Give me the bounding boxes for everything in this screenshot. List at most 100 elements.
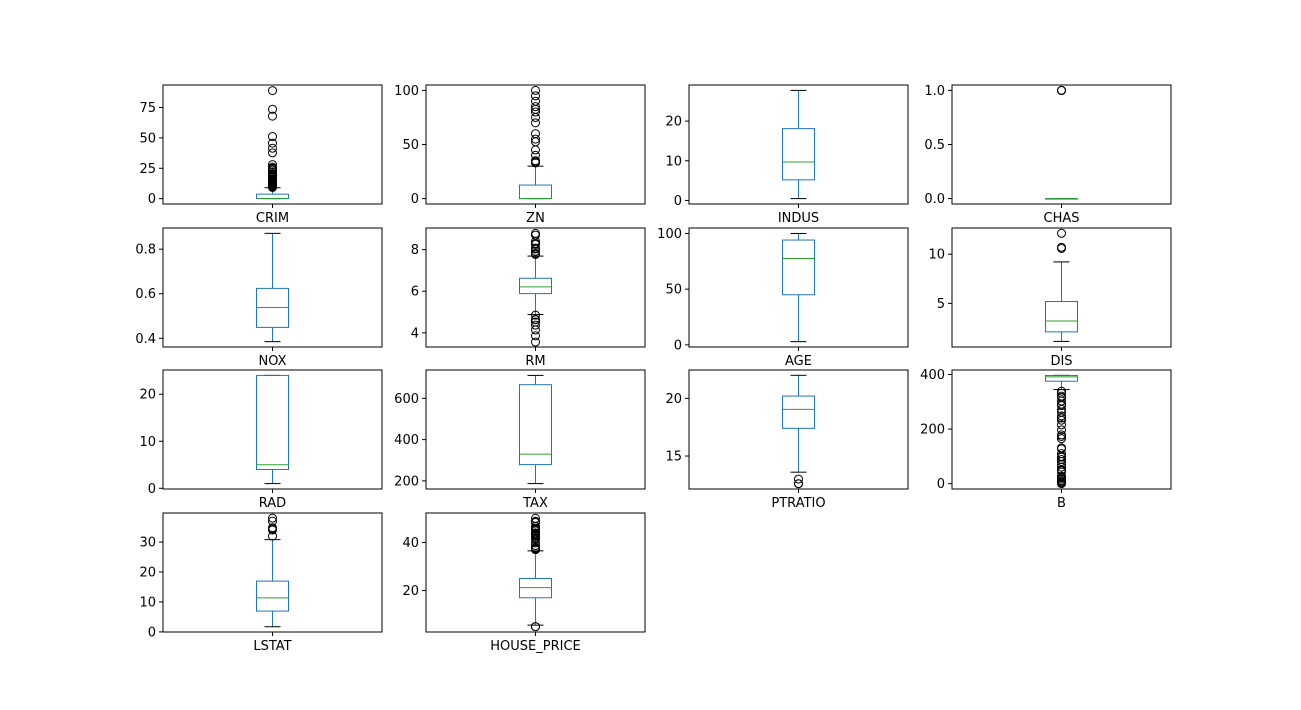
x-tick-label: AGE [785,354,812,369]
outlier-point [268,111,277,121]
outlier-point [268,513,277,523]
y-tick-label: 20 [139,388,156,403]
y-tick-label: 10 [139,595,156,610]
outlier-point [268,104,277,114]
outlier-point [1057,413,1066,423]
outlier-point [531,541,540,551]
y-tick-label: 20 [402,584,419,599]
subplot-rad: 0 10 20 RAD [139,369,383,511]
y-tick-label: 0 [148,625,156,640]
x-tick-label: CRIM [256,211,289,226]
y-tick-label: 10 [665,154,682,169]
iqr-box [1045,375,1078,382]
y-tick-label: 100 [394,84,419,99]
outlier-point [531,243,540,253]
iqr-box [782,128,815,181]
outlier-point [531,513,540,523]
x-tick-label: HOUSE_PRICE [490,639,581,654]
outlier-point [1057,386,1066,396]
outlier-point [531,622,540,632]
outlier-point [268,148,277,158]
outlier-point [531,156,540,166]
outlier-point [531,228,540,238]
y-tick-label: 4 [411,326,419,341]
outlier-point [268,132,277,142]
y-tick-label: 600 [394,392,419,407]
outlier-point [268,86,277,96]
outlier-point [1057,411,1066,421]
outlier-point [1057,391,1066,401]
iqr-box [519,277,552,295]
y-tick-label: 200 [394,474,419,489]
y-tick-label: 8 [411,243,419,258]
iqr-box [256,580,289,612]
iqr-box [256,374,289,470]
x-tick-label: TAX [522,496,548,511]
outlier-point [794,479,803,489]
y-tick-label: 50 [402,138,419,153]
outlier-point [1057,443,1066,453]
outlier-point [1057,471,1066,481]
y-tick-label: 0.8 [135,243,156,258]
outlier-point [1057,454,1066,464]
subplot-dis: 5 10 DIS [928,227,1172,369]
subplot-indus: 0 10 20 INDUS [665,84,909,226]
y-tick-label: 400 [394,433,419,448]
outlier-point [1057,451,1066,461]
outlier-point [1057,228,1066,238]
subplot-lstat: 0 10 20 30 LSTAT [139,512,383,654]
outlier-point [268,523,277,533]
y-tick-label: 100 [657,227,682,242]
outlier-point [1057,420,1066,430]
outlier-point [531,107,540,117]
subplot-house-price: 20 40 HOUSE_PRICE [402,512,646,654]
subplot-chas: 0.0 0.5 1.0 CHAS [924,84,1172,226]
x-tick-label: RAD [259,496,286,511]
iqr-box [782,239,815,296]
x-tick-label: RM [525,354,545,369]
outlier-point [531,320,540,330]
outlier-point [531,91,540,101]
subplot-nox: 0.4 0.6 0.8 NOX [135,227,383,369]
outlier-point [531,85,540,95]
y-tick-label: 25 [139,162,156,177]
y-tick-label: 40 [402,536,419,551]
subplot-zn: 0 50 100 ZN [394,84,646,226]
iqr-box [1045,301,1078,333]
outlier-point [1057,425,1066,435]
y-tick-label: 1.0 [924,84,945,99]
y-tick-label: 0 [937,477,945,492]
outlier-point [1057,449,1066,459]
y-tick-label: 0 [674,194,682,209]
y-tick-label: 50 [139,131,156,146]
outlier-point [531,337,540,347]
subplot-age: 0 50 100 AGE [657,227,909,369]
outlier-point [531,331,540,341]
y-tick-label: 5 [937,297,945,312]
subplot-crim: 0 25 50 75 CRIM [139,84,383,226]
y-tick-label: 20 [665,115,682,130]
y-tick-label: 75 [139,101,156,116]
y-tick-label: 0.6 [135,287,156,302]
outlier-point [794,474,803,484]
outlier-point [531,96,540,106]
iqr-box [519,384,552,466]
y-tick-label: 20 [139,566,156,581]
y-tick-label: 15 [665,450,682,465]
outlier-point [531,150,540,160]
subplot-rm: 4 6 8 RM [411,227,646,369]
y-tick-label: 6 [411,285,419,300]
outlier-point [531,129,540,139]
x-tick-label: CHAS [1044,211,1080,226]
y-tick-label: 0 [148,482,156,497]
outlier-point [531,516,540,526]
subplot-tax: 200 400 600 TAX [394,369,646,511]
outlier-point [531,248,540,258]
outlier-point [531,314,540,324]
subplot-grid: 0255075CRIM050100ZN01020INDUS0.00.51.0CH… [135,84,1172,654]
y-tick-label: 0 [411,192,419,207]
x-tick-label: DIS [1050,354,1072,369]
outlier-point [268,143,277,153]
subplot-b: 0 200 400 B [920,368,1172,511]
